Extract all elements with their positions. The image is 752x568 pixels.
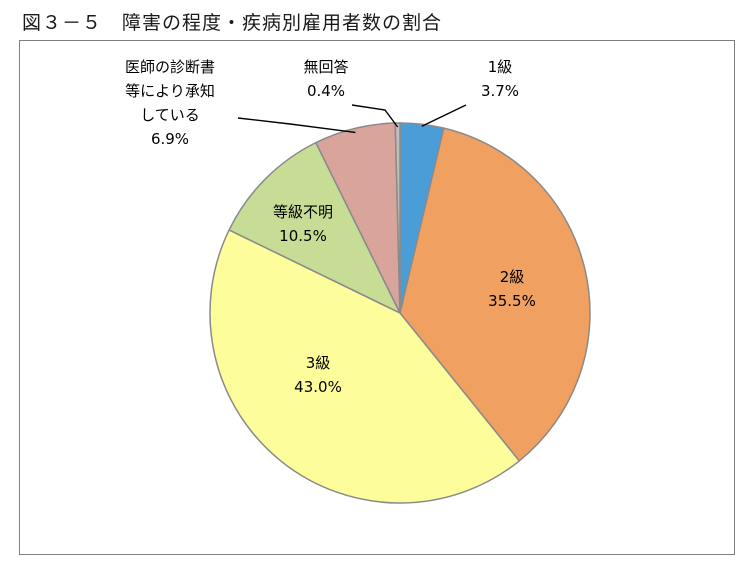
pie-slice-grade2 [399,127,591,462]
chart-frame [19,40,735,555]
data-label-grade-unknown: 等級不明 10.5% [273,203,333,245]
data-label-grade3: 3級 43.0% [294,354,342,396]
leader-line-no-answer [351,104,399,128]
leader-line-grade1 [421,104,467,127]
data-label-no-answer: 無回答 0.4% [303,58,348,100]
data-label-doctor-certificate: 医師の診断書等により承知している 6.9% [125,58,215,148]
chart-title: 図３－５ 障害の程度・疾病別雇用者数の割合 [22,12,443,34]
pie-slice-grade3 [209,228,521,504]
data-label-grade2: 2級 35.5% [488,268,536,310]
leader-line-doctor-certificate [237,117,356,134]
data-label-grade1: 1級 3.7% [481,58,519,100]
pie-slice-grade-unknown [228,141,402,315]
